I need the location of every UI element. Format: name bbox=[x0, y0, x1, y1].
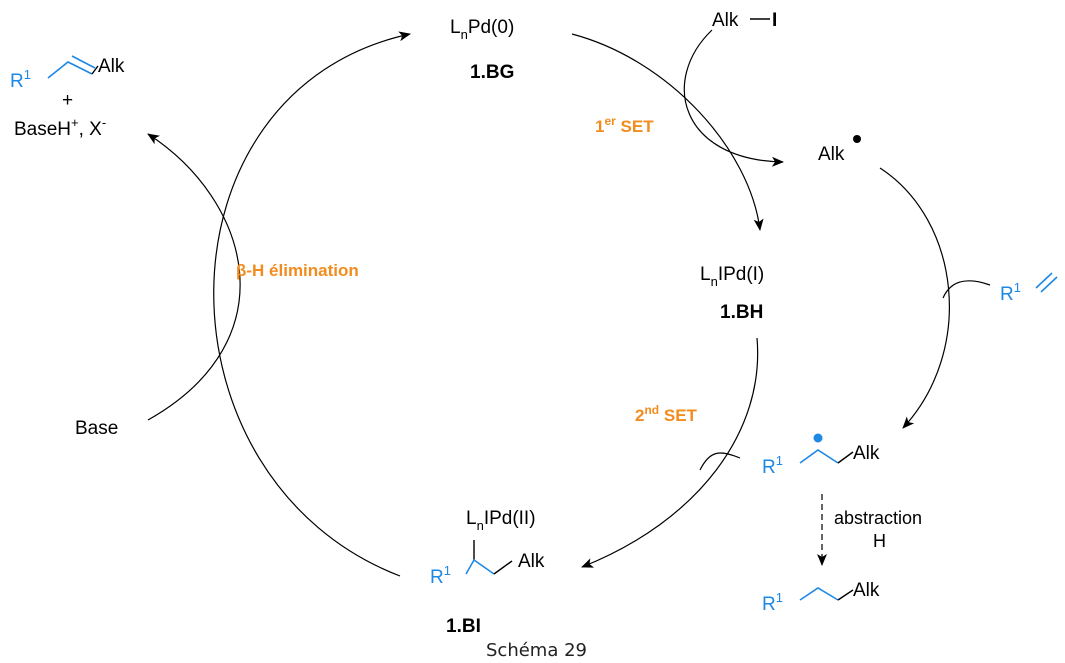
first-set-label: 1er SET bbox=[595, 114, 654, 136]
svg-text:abstraction: abstraction bbox=[834, 508, 922, 528]
radical-adduct: R1 Alk bbox=[762, 433, 880, 478]
alkene-r: R bbox=[1000, 284, 1014, 305]
abs-r: R bbox=[762, 594, 776, 615]
pd1-sub: n bbox=[711, 274, 718, 289]
pd2-sup: 1 bbox=[444, 563, 451, 578]
pd0-rest: Pd(0) bbox=[468, 17, 514, 38]
pd2-sub: n bbox=[477, 518, 484, 533]
svg-text:R1: R1 bbox=[762, 590, 783, 615]
adduct-radical-dot-icon bbox=[813, 433, 823, 443]
alkene-sup: 1 bbox=[1014, 280, 1021, 295]
alkyl-iodide: Alk I bbox=[712, 10, 777, 31]
pd2-alk: Alk bbox=[518, 551, 545, 572]
arrow-adduct-join bbox=[699, 452, 741, 471]
product-plus: + bbox=[62, 90, 73, 111]
pd0-sub: n bbox=[461, 27, 468, 42]
svg-text:R1: R1 bbox=[762, 453, 783, 478]
second-set-label: 2nd SET bbox=[635, 403, 698, 425]
pd2-id: 1.BI bbox=[446, 616, 481, 637]
arrow-alkyl-iodide-to-radical bbox=[683, 29, 784, 167]
alkene: R1 bbox=[1000, 272, 1058, 305]
alkyl-iodide-alk: Alk bbox=[712, 10, 739, 31]
alkyl-radical: Alk bbox=[818, 135, 861, 165]
arrow-pd0-to-pd1 bbox=[571, 33, 764, 231]
product-r-label: R bbox=[10, 71, 24, 92]
pd1-species: LnIPd(I) 1.BH bbox=[700, 264, 764, 323]
svg-text:R1: R1 bbox=[10, 67, 31, 92]
pd0-species: LnPd(0) 1.BG bbox=[450, 17, 514, 83]
alkyl-iodide-i: I bbox=[772, 10, 777, 31]
svg-text:BaseH+, X-: BaseH+, X- bbox=[14, 115, 106, 140]
pd2-r: R bbox=[430, 567, 444, 588]
product-baseh-sup: + bbox=[71, 115, 79, 130]
svg-text:R1: R1 bbox=[1000, 280, 1021, 305]
adduct-r: R bbox=[762, 457, 776, 478]
arrow-radical-to-adduct bbox=[879, 167, 950, 429]
arrow-base-to-pd0 bbox=[213, 31, 411, 577]
abstraction-product: R1 Alk bbox=[762, 580, 880, 615]
product-alk-label: Alk bbox=[98, 56, 125, 77]
adduct-alk: Alk bbox=[853, 443, 880, 464]
pd1-rest: IPd(I) bbox=[718, 264, 764, 285]
alkyl-radical-alk: Alk bbox=[818, 144, 845, 165]
svg-text:LnIPd(II): LnIPd(II) bbox=[466, 508, 536, 533]
abstraction-label: abstraction H bbox=[834, 508, 922, 551]
abs-sup: 1 bbox=[776, 590, 783, 605]
abs-alk: Alk bbox=[853, 580, 880, 601]
pd2-rest: IPd(II) bbox=[484, 508, 536, 529]
product-baseh: BaseH bbox=[14, 119, 71, 140]
figure-caption: Schéma 29 bbox=[486, 640, 587, 661]
product-x: , X bbox=[79, 119, 103, 140]
base-label: Base bbox=[75, 418, 118, 439]
product-r-sup: 1 bbox=[24, 67, 31, 82]
final-product: R1 Alk + BaseH+, X- bbox=[10, 55, 125, 140]
pd0-id: 1.BG bbox=[470, 62, 514, 83]
product-x-sup: - bbox=[102, 115, 106, 130]
pd1-l: L bbox=[700, 264, 711, 285]
pd0-l: L bbox=[450, 17, 461, 38]
arrow-base-to-product bbox=[147, 133, 241, 421]
pd1-id: 1.BH bbox=[720, 302, 763, 323]
beta-h-elimination-label: β-H élimination bbox=[236, 261, 359, 280]
svg-text:LnIPd(I): LnIPd(I) bbox=[700, 264, 764, 289]
pd2-species: LnIPd(II) R1 Alk 1.BI bbox=[430, 508, 545, 637]
svg-text:H: H bbox=[873, 531, 886, 551]
arrow-alkene-join bbox=[942, 280, 991, 299]
svg-text:R1: R1 bbox=[430, 563, 451, 588]
svg-text:LnPd(0): LnPd(0) bbox=[450, 17, 514, 42]
adduct-sup: 1 bbox=[776, 453, 783, 468]
arrow-pd1-to-pd2 bbox=[581, 337, 759, 568]
pd2-l: L bbox=[466, 508, 477, 529]
radical-dot-icon bbox=[853, 135, 861, 143]
